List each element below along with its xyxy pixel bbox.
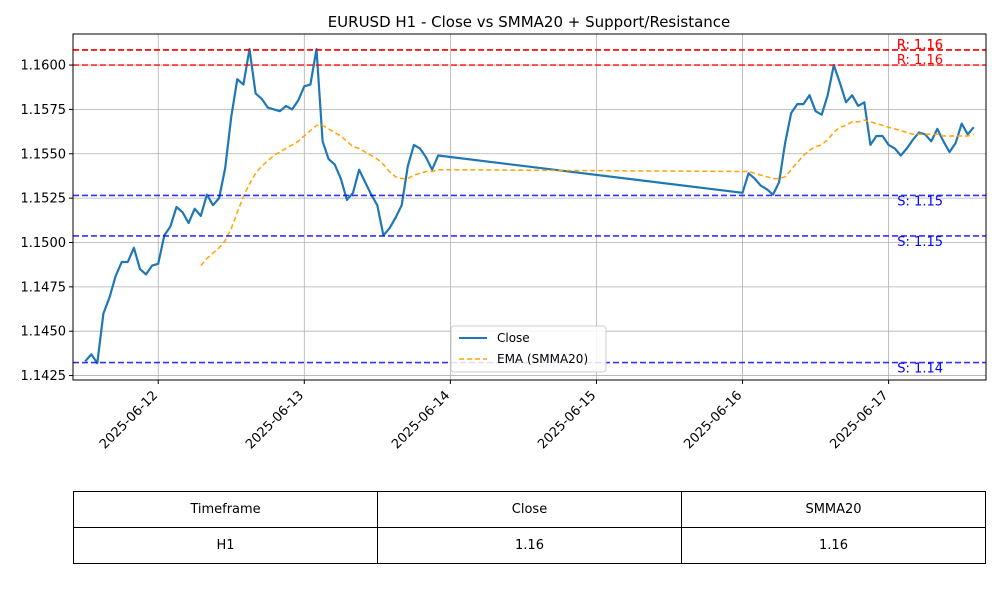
plot-area xyxy=(73,34,986,380)
level-lines: R: 1.16R: 1.16R: 1.16S: 1.15S: 1.15S: 1.… xyxy=(73,38,986,377)
table-cell: 1.16 xyxy=(681,527,986,564)
resistance-label: R: 1.16 xyxy=(897,53,943,68)
legend: Close EMA (SMMA20) xyxy=(450,325,607,373)
table-header-cell: Timeframe xyxy=(73,491,378,528)
table-cell: H1 xyxy=(73,527,378,564)
chart-title: EURUSD H1 - Close vs SMMA20 + Support/Re… xyxy=(328,13,731,31)
x-tick-label: 2025-06-16 xyxy=(681,388,745,452)
y-tick-label: 1.1475 xyxy=(21,280,67,295)
support-label: S: 1.15 xyxy=(897,194,943,209)
x-tick-label: 2025-06-14 xyxy=(389,388,453,452)
y-tick-label: 1.1600 xyxy=(21,59,67,74)
close-line xyxy=(84,48,975,365)
y-tick-label: 1.1425 xyxy=(21,369,67,384)
x-tick-label: 2025-06-13 xyxy=(243,388,307,452)
y-tick-label: 1.1450 xyxy=(21,325,67,340)
table-row: H1 1.16 1.16 xyxy=(73,527,986,564)
resistance-label: R: 1.16 xyxy=(897,38,943,53)
summary-table: Timeframe Close SMMA20 H1 1.16 1.16 xyxy=(73,491,986,564)
y-tick-label: 1.1550 xyxy=(21,147,67,162)
legend-close-label: Close xyxy=(497,331,530,345)
smma-line xyxy=(200,119,975,267)
x-tick-label: 2025-06-17 xyxy=(827,388,891,452)
table-header-cell: Close xyxy=(377,491,682,528)
y-tick-label: 1.1575 xyxy=(21,103,67,118)
table-cell: 1.16 xyxy=(377,527,682,564)
y-tick-label: 1.1525 xyxy=(21,192,67,207)
legend-box xyxy=(450,325,607,373)
plot-frame xyxy=(72,33,987,381)
x-tick-label: 2025-06-12 xyxy=(97,388,161,452)
legend-smma-label: EMA (SMMA20) xyxy=(497,352,588,366)
support-label: S: 1.14 xyxy=(897,362,943,377)
support-label: S: 1.15 xyxy=(897,235,943,250)
chart: R: 1.16R: 1.16R: 1.16S: 1.15S: 1.15S: 1.… xyxy=(21,13,987,452)
table-header-cell: SMMA20 xyxy=(681,491,986,528)
y-tick-label: 1.1500 xyxy=(21,236,67,251)
series-layer xyxy=(84,48,975,365)
table-header-row: Timeframe Close SMMA20 xyxy=(73,491,986,528)
x-tick-label: 2025-06-15 xyxy=(535,388,599,452)
